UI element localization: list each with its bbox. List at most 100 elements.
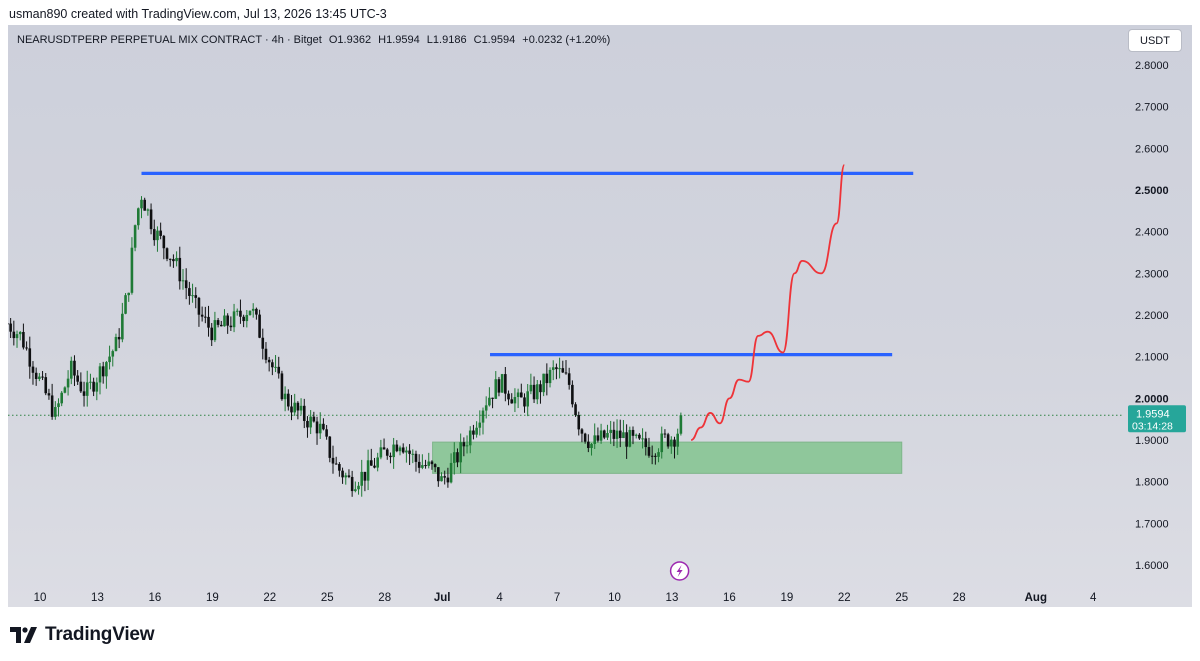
candle-body — [194, 295, 198, 298]
time-tick-label: 28 — [953, 592, 966, 604]
projection-path[interactable] — [690, 164, 846, 441]
candle-body — [200, 314, 204, 317]
candle-body — [38, 376, 41, 380]
candle-body — [437, 467, 440, 482]
time-tick-label: 7 — [554, 592, 560, 604]
candle-body — [165, 248, 169, 259]
resistance-lines[interactable] — [141, 171, 914, 357]
candle-body — [69, 360, 73, 379]
time-axis[interactable]: 10 13 16 19 22 25 28 Jul 4 7 10 13 16 19 22 25 28 Aug 4 — [34, 592, 1097, 604]
candle-body — [344, 475, 348, 478]
price-chart[interactable]: 2.8000 2.7000 2.6000 2.5000 2.4000 2.3000 2.20… — [8, 25, 1192, 607]
price-tick-label: 1.8000 — [1135, 477, 1169, 489]
candle-body — [245, 315, 249, 322]
candle-body — [465, 445, 469, 447]
candle-body — [462, 442, 466, 447]
candle-body — [149, 209, 153, 230]
candle-body — [593, 435, 597, 444]
candle-body — [440, 476, 443, 482]
candle-body — [105, 362, 108, 377]
candle-body — [609, 429, 612, 434]
symbol-name[interactable]: NEARUSDTPERP PERPETUAL MIX CONTRACT · 4h… — [17, 34, 322, 46]
candle-body — [159, 230, 162, 236]
candle-body — [666, 434, 670, 447]
candle-body — [175, 257, 178, 262]
candle-body — [22, 331, 25, 348]
candle-body — [85, 382, 89, 396]
candles — [8, 196, 683, 497]
candle-body — [287, 393, 290, 407]
candle-body — [472, 430, 475, 435]
candle-body — [539, 384, 542, 393]
candle-body — [545, 373, 549, 384]
candle-body — [491, 397, 494, 399]
lightning-icon[interactable] — [669, 561, 690, 581]
candle-body — [232, 311, 236, 328]
candle-body — [79, 381, 83, 392]
currency-button[interactable]: USDT — [1128, 29, 1182, 52]
candle-body — [417, 461, 421, 468]
candle-body — [181, 280, 185, 282]
candle-body — [235, 310, 239, 312]
candle-body — [341, 470, 344, 478]
candle-body — [76, 375, 79, 382]
time-tick-label: 16 — [723, 592, 736, 604]
ohlc-change: +0.0232 (+1.20%) — [522, 34, 611, 46]
time-tick-label: 22 — [263, 592, 276, 604]
candle-body — [548, 369, 552, 384]
candle-body — [137, 208, 140, 226]
candle-body — [309, 416, 312, 428]
candle-body — [204, 316, 207, 318]
candle-body — [443, 476, 447, 478]
candle-body — [98, 366, 102, 383]
candle-body — [213, 320, 217, 341]
candle-body — [143, 199, 146, 211]
candle-body — [612, 429, 616, 439]
lightning-icon-bolt — [676, 565, 683, 577]
candle-body — [504, 374, 507, 394]
candle-body — [57, 403, 60, 408]
candle-body — [532, 384, 536, 400]
candle-body — [618, 430, 622, 439]
candle-body — [389, 455, 392, 458]
candle-body — [526, 391, 529, 407]
candle-body — [101, 366, 105, 377]
chart-panel[interactable]: 2.8000 2.7000 2.6000 2.5000 2.4000 2.3000 2.20… — [8, 25, 1192, 607]
support-zone[interactable] — [432, 441, 903, 474]
time-tick-label: 19 — [780, 592, 793, 604]
candle-body — [590, 443, 593, 449]
time-tick-label: 4 — [1090, 592, 1097, 604]
candle-body — [328, 436, 332, 458]
candle-body — [360, 471, 364, 486]
candle-body — [111, 351, 115, 357]
tradingview-logo[interactable]: TradingView — [10, 624, 155, 646]
candle-body — [172, 259, 175, 262]
candle-body — [567, 373, 571, 385]
candle-body — [347, 475, 351, 477]
support-zone-rect — [432, 441, 903, 474]
candle-body — [251, 308, 255, 311]
time-tick-label: 25 — [895, 592, 908, 604]
candle-body — [523, 397, 526, 407]
candle-body — [497, 379, 501, 393]
candle-body — [334, 463, 338, 465]
candle-body — [239, 310, 242, 317]
candle-body — [197, 297, 201, 315]
candle-body — [516, 392, 520, 398]
price-axis[interactable]: 2.8000 2.7000 2.6000 2.5000 2.4000 2.3000 2.20… — [1135, 60, 1169, 572]
candle-body — [299, 405, 303, 411]
ohlc-close: C1.9594 — [473, 34, 516, 46]
candle-body — [18, 331, 22, 335]
candle-body — [242, 316, 245, 322]
candle-body — [121, 313, 124, 340]
candle-body — [8, 323, 9, 325]
candle-body — [226, 315, 229, 326]
candle-body — [382, 447, 386, 450]
price-tick-label: 1.9000 — [1135, 435, 1169, 447]
candle-body — [188, 288, 191, 296]
candle-body — [401, 447, 405, 453]
candle-body — [312, 416, 316, 422]
candle-body — [15, 334, 19, 339]
candle-body — [277, 366, 281, 374]
